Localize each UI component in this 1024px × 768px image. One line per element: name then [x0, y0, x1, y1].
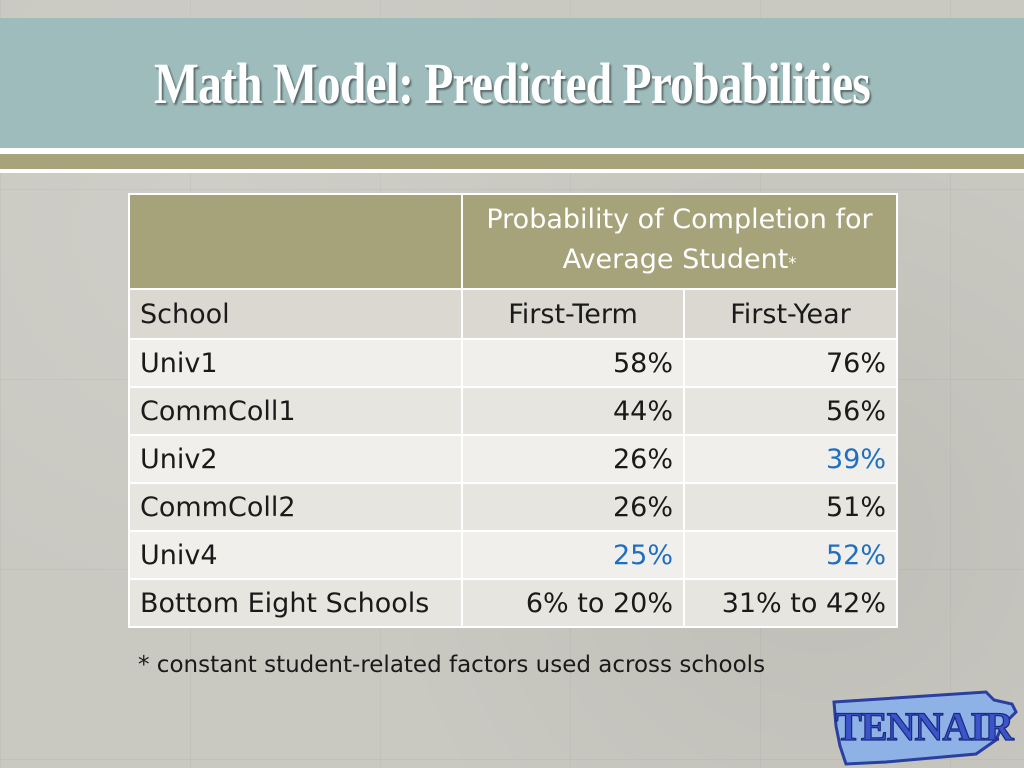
- table-row: CommColl2 26% 51%: [128, 482, 898, 532]
- cell-first-year-highlighted: 52%: [683, 530, 898, 580]
- header-empty-cell: [128, 193, 463, 290]
- group-header-line2: Average Student: [562, 244, 789, 275]
- probability-table: Probability of Completion for Average St…: [128, 193, 898, 628]
- cell-school: Univ1: [128, 338, 463, 388]
- footnote: * constant student-related factors used …: [138, 652, 766, 678]
- cell-school: CommColl1: [128, 386, 463, 436]
- column-header-first-term: First-Term: [461, 288, 685, 340]
- cell-first-term: 58%: [461, 338, 685, 388]
- table-row: Bottom Eight Schools 6% to 20% 31% to 42…: [128, 578, 898, 628]
- cell-first-term: 26%: [461, 482, 685, 532]
- cell-first-year: 31% to 42%: [683, 578, 898, 628]
- column-header-school: School: [128, 288, 463, 340]
- tennessee-state-shape-icon: [832, 690, 1018, 766]
- divider-stripe-bottom: [0, 169, 1024, 173]
- cell-school: Univ2: [128, 434, 463, 484]
- table-row: CommColl1 44% 56%: [128, 386, 898, 436]
- group-header-asterisk: *: [788, 253, 797, 272]
- group-header-line1: Probability of Completion for: [486, 204, 873, 235]
- table-column-header-row: School First-Term First-Year: [128, 288, 898, 340]
- cell-first-year-highlighted: 39%: [683, 434, 898, 484]
- table-row: Univ1 58% 76%: [128, 338, 898, 388]
- cell-school: Univ4: [128, 530, 463, 580]
- cell-first-year: 56%: [683, 386, 898, 436]
- table-row: Univ4 25% 52%: [128, 530, 898, 580]
- divider-stripe-olive: [0, 154, 1024, 169]
- logo-wordmark: TENNAIR: [835, 704, 1015, 749]
- cell-first-term: 44%: [461, 386, 685, 436]
- table-row: Univ2 26% 39%: [128, 434, 898, 484]
- slide-title: Math Model: Predicted Probabilities: [154, 50, 871, 116]
- cell-first-term: 6% to 20%: [461, 578, 685, 628]
- cell-school: CommColl2: [128, 482, 463, 532]
- group-header-cell: Probability of Completion for Average St…: [461, 193, 898, 290]
- cell-school: Bottom Eight Schools: [128, 578, 463, 628]
- cell-first-year: 76%: [683, 338, 898, 388]
- cell-first-year: 51%: [683, 482, 898, 532]
- tennair-logo: TENNAIR: [832, 690, 1018, 766]
- title-band: [0, 18, 1024, 148]
- divider-stripe-top: [0, 148, 1024, 154]
- cell-first-term-highlighted: 25%: [461, 530, 685, 580]
- table-group-header-row: Probability of Completion for Average St…: [128, 193, 898, 290]
- cell-first-term: 26%: [461, 434, 685, 484]
- column-header-first-year: First-Year: [683, 288, 898, 340]
